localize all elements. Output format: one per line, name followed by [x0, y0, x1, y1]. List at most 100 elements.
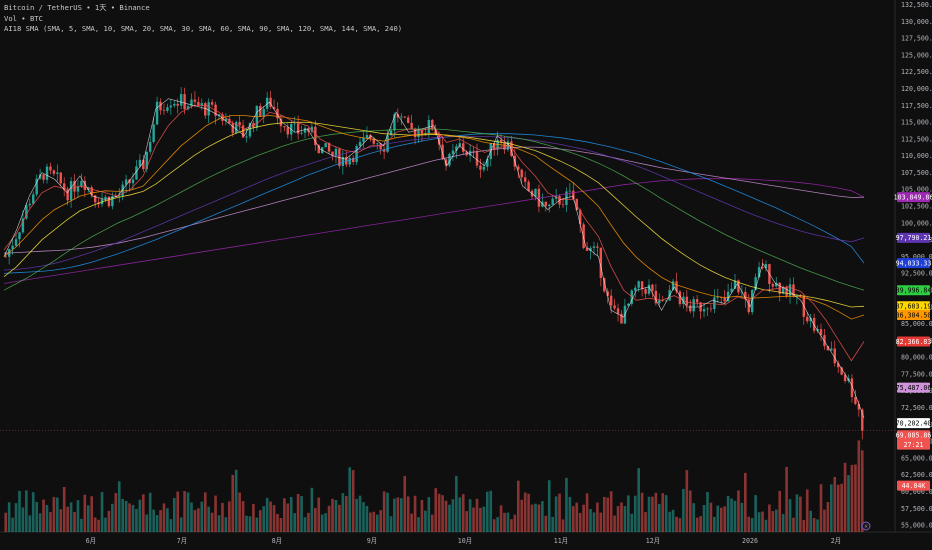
tradingview-logo-icon[interactable]: ⚡ [861, 521, 871, 531]
volume-bar [785, 466, 788, 532]
volume-bar [344, 496, 348, 532]
volume-bar [114, 493, 118, 532]
price-badge [897, 418, 930, 429]
price-tick-label: 107,500.00 [901, 169, 932, 177]
candle-body [317, 145, 320, 154]
volume-bar [651, 496, 654, 532]
volume-bar [654, 492, 658, 532]
candle-body [523, 177, 527, 182]
candle-body [544, 201, 548, 207]
volume-bar [441, 495, 444, 532]
volume-bar [709, 502, 713, 532]
volume-bar [265, 497, 269, 532]
time-axis[interactable]: 6月 7月 8月 9月 10月 11月 12月 2026 2月 [86, 537, 842, 545]
volume-bar [279, 517, 283, 532]
volume-bar [427, 497, 431, 532]
price-tick-label: 125,000.00 [901, 51, 932, 59]
volume-bar [430, 514, 434, 532]
volume-bar [699, 516, 702, 532]
volume-bar [644, 512, 647, 532]
price-tick-label: 127,500.00 [901, 35, 932, 43]
ma-line-sma-5 [3, 98, 865, 418]
volume-bar [771, 511, 775, 532]
ma-line-sma-30 [3, 121, 865, 308]
candle-body [259, 105, 262, 117]
volume-bar [747, 516, 751, 532]
volume-bar [606, 497, 610, 532]
candle-body [723, 297, 726, 302]
volume-bar [778, 490, 782, 532]
candle-body [406, 117, 410, 123]
volume-bar [802, 519, 806, 532]
candle-body [21, 218, 25, 233]
volume-bar [73, 512, 76, 532]
volume-bar [706, 492, 709, 532]
candle-body [269, 97, 272, 108]
price-tick-label: 102,500.00 [901, 203, 932, 211]
candle-body [644, 289, 647, 294]
volume-bar [303, 517, 307, 532]
volume-bar [307, 512, 310, 532]
volume-bar [792, 517, 795, 532]
candle-body [262, 108, 265, 117]
volume-bar [640, 492, 644, 532]
volume-bar [695, 517, 699, 532]
volume-bar [857, 440, 861, 532]
volume-bar [475, 498, 479, 532]
volume-bar [45, 505, 49, 532]
candle-body [799, 295, 802, 297]
ma-line-sma-120 [3, 133, 865, 274]
volume-bar [479, 507, 482, 532]
time-tick-label: 10月 [458, 537, 473, 545]
volume-bar [647, 496, 651, 532]
volume-bar [324, 513, 327, 532]
candle-body [190, 99, 193, 107]
sma-indicator-label[interactable]: AI18 SMA (SMA, 5, SMA, 10, SMA, 20, SMA,… [4, 24, 403, 33]
candle-body [788, 284, 792, 296]
volume-bar [14, 503, 18, 532]
volume-bar [492, 519, 496, 532]
price-tick-label: 100,000.00 [901, 219, 932, 227]
candle-body [695, 299, 699, 303]
candle-body [66, 189, 69, 201]
candle-body [503, 142, 506, 150]
symbol-title[interactable]: Bitcoin / TetherUS • 1天 • Binance [4, 3, 150, 12]
price-tick-label: 92,500.00 [901, 270, 932, 278]
volume-bar [854, 464, 857, 532]
volume-bar [816, 519, 819, 532]
candle-body [393, 114, 396, 131]
candle-body [689, 305, 692, 312]
candle-body [606, 291, 609, 296]
candle-body [857, 403, 861, 410]
volume-bar [283, 498, 286, 532]
candle-body [434, 129, 437, 136]
candle-body [372, 138, 376, 144]
volume-bar [197, 508, 200, 532]
candle-body [720, 297, 723, 298]
volume-bar [386, 492, 389, 532]
time-tick-label: 9月 [367, 537, 378, 545]
candle-body [4, 256, 7, 258]
price-badge-label: 94,033.33 [896, 259, 932, 267]
candle-body [510, 141, 513, 156]
volume-bar [744, 472, 747, 532]
candle-body [59, 172, 62, 184]
candle-body [609, 295, 613, 306]
volume-bar [7, 502, 11, 532]
volume-bar [372, 511, 376, 532]
volume-bar [675, 516, 678, 532]
volume-indicator-label[interactable]: Vol • BTC [4, 13, 43, 23]
volume-bar [523, 492, 527, 532]
volume-bar [826, 502, 830, 532]
candle-body [706, 308, 709, 310]
volume-bar [234, 469, 238, 532]
ma-line-sma-60 [3, 128, 865, 291]
volume-bar [592, 512, 596, 532]
candle-body [823, 335, 826, 347]
volume-bar [214, 495, 217, 532]
volume-bar [682, 488, 685, 532]
volume-bar [310, 487, 314, 532]
volume-bar [434, 488, 438, 532]
